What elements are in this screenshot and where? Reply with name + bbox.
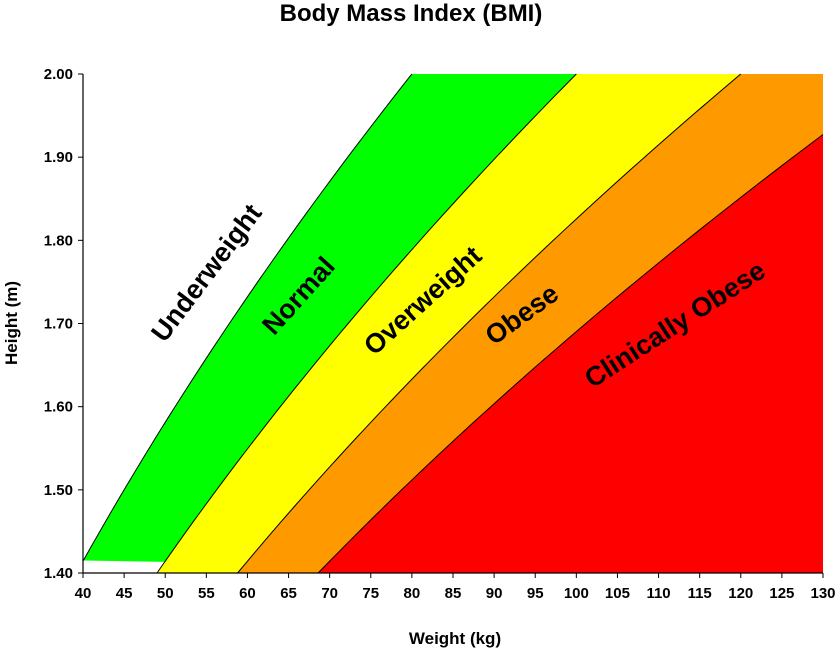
x-tick-label: 70 xyxy=(321,585,338,602)
boundary-bmi-30 xyxy=(237,73,742,574)
boundary-bmi-20 xyxy=(82,73,413,561)
x-tick-label: 90 xyxy=(486,585,503,602)
y-axis-title: Height (m) xyxy=(2,281,21,365)
x-axis-ticks: 40 45 50 55 60 65 70 75 80 85 90 95 100 105 110 115 120 1… xyxy=(75,573,836,602)
x-tick-label: 125 xyxy=(769,585,794,602)
x-tick-label: 75 xyxy=(362,585,379,602)
region-clinically-obese xyxy=(318,134,823,573)
boundary-bmi-35 xyxy=(317,134,824,574)
x-tick-label: 60 xyxy=(239,585,256,602)
x-tick-label: 105 xyxy=(605,585,630,602)
x-tick-label: 65 xyxy=(280,585,297,602)
y-tick-label: 1.80 xyxy=(44,232,73,249)
plot-regions xyxy=(83,74,824,573)
y-tick-label: 1.70 xyxy=(44,316,73,333)
x-tick-label: 45 xyxy=(116,585,133,602)
x-tick-label: 55 xyxy=(198,585,215,602)
x-tick-label: 100 xyxy=(564,585,589,602)
y-tick-label: 1.90 xyxy=(44,149,73,166)
x-tick-label: 85 xyxy=(445,585,462,602)
x-tick-label: 130 xyxy=(810,585,835,602)
x-tick-label: 120 xyxy=(728,585,753,602)
y-tick-label: 1.50 xyxy=(44,482,73,499)
y-axis-ticks: 1.40 1.50 1.60 1.70 1.80 1.90 2.00 xyxy=(44,66,83,582)
x-tick-label: 40 xyxy=(75,585,92,602)
chart-title: Body Mass Index (BMI) xyxy=(280,0,543,27)
x-axis-title: Weight (kg) xyxy=(409,629,501,648)
x-tick-label: 110 xyxy=(646,585,670,602)
x-tick-label: 50 xyxy=(157,585,174,602)
x-tick-label: 95 xyxy=(527,585,544,602)
y-tick-label: 1.60 xyxy=(44,399,73,416)
y-tick-label: 1.40 xyxy=(44,565,73,582)
plot-boundaries xyxy=(82,73,824,574)
y-tick-label: 2.00 xyxy=(44,66,73,83)
x-tick-label: 80 xyxy=(404,585,421,602)
boundary-bmi-25 xyxy=(156,73,577,574)
x-tick-label: 115 xyxy=(688,585,712,602)
